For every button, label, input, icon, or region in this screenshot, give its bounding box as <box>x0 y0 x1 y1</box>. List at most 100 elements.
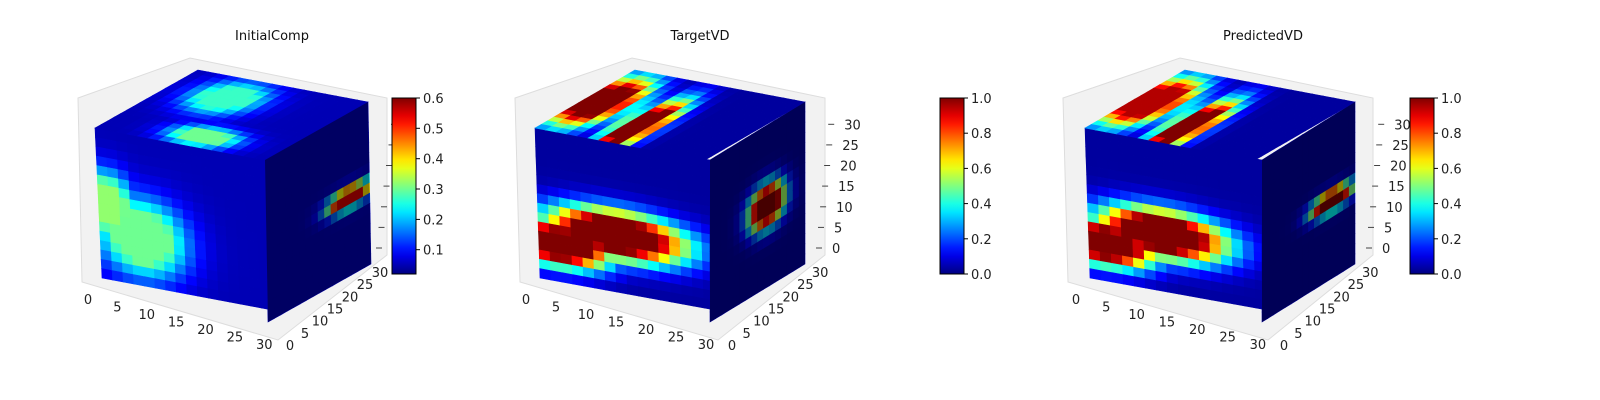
voxel-cell <box>550 270 563 283</box>
voxel-cell <box>196 286 209 299</box>
cube-face-front <box>534 127 716 311</box>
voxel-cell <box>175 282 188 295</box>
voxel-cell <box>1133 276 1146 289</box>
colorbar-tick-label: 1.0 <box>971 92 992 107</box>
x-tick-label: 25 <box>1219 331 1236 346</box>
voxel-cell <box>111 270 124 283</box>
voxel-cell <box>164 280 177 293</box>
voxel-cell <box>154 278 167 291</box>
cube-face-side <box>1261 101 1356 323</box>
voxel-cell <box>1243 154 1263 161</box>
y-tick-label: 20 <box>783 290 800 305</box>
z-tick-label: 0 <box>1382 242 1390 257</box>
x-tick-label: 25 <box>668 331 685 346</box>
voxel-cell <box>249 296 262 309</box>
voxel-cell <box>1144 278 1157 291</box>
voxel-cell <box>648 288 661 301</box>
z-tick-label: 20 <box>840 160 857 175</box>
face-shading <box>710 102 805 322</box>
voxel-cell <box>594 278 606 291</box>
y-tick-label: 10 <box>312 315 329 330</box>
x-tick-label: 25 <box>227 331 244 346</box>
panel-predictedvd: PredictedVD <box>1223 29 1303 44</box>
y-tick-label: 25 <box>1348 278 1365 293</box>
x-tick-label: 15 <box>608 316 625 331</box>
voxel-cell <box>1211 290 1224 303</box>
voxel-cell <box>572 274 585 287</box>
cube-face-front <box>1084 127 1268 311</box>
x-tick-label: 5 <box>552 301 560 316</box>
x-tick-label: 0 <box>84 293 92 308</box>
x-tick-label: 15 <box>168 316 185 331</box>
z-tick-label: 5 <box>834 221 842 236</box>
colorbar-tick-label: 0.1 <box>423 244 444 259</box>
x-tick-label: 20 <box>197 323 214 338</box>
voxel-cell <box>637 286 650 299</box>
y-tick-label: 30 <box>812 266 829 281</box>
panel-initialcomp: InitialComp <box>235 29 309 44</box>
x-tick-label: 30 <box>698 338 715 353</box>
voxel-cell <box>133 274 145 287</box>
colorbar-tick-label: 0.6 <box>1441 162 1462 177</box>
x-tick-label: 20 <box>1189 323 1206 338</box>
voxel-cell <box>1111 272 1124 285</box>
face-shading <box>1262 102 1355 322</box>
y-tick-label: 5 <box>1294 327 1302 342</box>
colorbar <box>939 97 965 275</box>
colorbar-tick-label: 0.4 <box>1441 198 1462 213</box>
voxel-cell <box>218 290 230 303</box>
voxel-cell <box>143 276 156 289</box>
z-tick-label: 15 <box>1388 180 1405 195</box>
panel-title: InitialComp <box>235 29 309 44</box>
voxel-cell <box>626 284 639 297</box>
colorbar-tick-label: 0.8 <box>1441 127 1462 142</box>
panel-predictedvd: 0 5 10 15 20 25 30 0510152025300510152025300.00… <box>1062 57 1462 354</box>
colorbar-tick-label: 1.0 <box>1441 92 1462 107</box>
voxel-cell <box>1166 282 1179 295</box>
voxel-cell <box>186 284 198 297</box>
colorbar-tick-label: 0.4 <box>971 198 992 213</box>
colorbar-tick-label: 0.2 <box>423 213 444 228</box>
voxel-cell <box>364 253 372 269</box>
y-tick-label: 15 <box>1319 302 1336 317</box>
voxel-cell <box>1233 294 1246 307</box>
voxel-cell <box>122 272 135 285</box>
colorbar-tick-label: 0.2 <box>971 233 992 248</box>
voxel-cell <box>583 276 596 289</box>
voxel-cell <box>561 272 574 285</box>
x-tick-label: 10 <box>1128 308 1145 323</box>
colorbar <box>391 97 417 275</box>
cube-face-top <box>1084 69 1356 161</box>
z-tick-label: 10 <box>1386 201 1403 216</box>
voxel-cell <box>604 280 617 293</box>
y-tick-label: 25 <box>797 278 814 293</box>
voxel-cell <box>539 268 552 281</box>
voxel-cell <box>1155 280 1168 293</box>
panel-initialcomp: 0 5 10 15 20 25 30 0510152025300.10.20.30.40.50… <box>77 57 444 354</box>
colorbar-tick-label: 0.0 <box>971 268 992 283</box>
panel-title: TargetVD <box>669 29 729 44</box>
x-tick-label: 30 <box>256 338 273 353</box>
cube-face-top <box>534 69 806 161</box>
colorbar-tick-label: 0.6 <box>423 92 444 107</box>
colorbar-tick-label: 0.8 <box>971 127 992 142</box>
panel-title: PredictedVD <box>1223 29 1303 44</box>
x-tick-label: 30 <box>1250 338 1267 353</box>
y-tick-label: 0 <box>1280 339 1288 354</box>
voxel-cell <box>1122 274 1135 287</box>
voxel-cell <box>1177 284 1190 297</box>
cube-face-side <box>264 101 372 323</box>
z-tick-label: 20 <box>1390 160 1407 175</box>
z-tick-label: 0 <box>832 242 840 257</box>
z-tick-label: 30 <box>1394 118 1411 133</box>
voxel-cell <box>1089 268 1102 281</box>
voxel-cell <box>1100 270 1113 283</box>
colorbar-tick-label: 0.6 <box>971 162 992 177</box>
y-tick-label: 30 <box>1362 266 1379 281</box>
y-tick-label: 20 <box>1333 290 1350 305</box>
z-tick-label: 10 <box>836 201 853 216</box>
x-tick-label: 5 <box>1102 301 1110 316</box>
x-tick-label: 10 <box>578 308 595 323</box>
z-tick-label: 15 <box>838 180 855 195</box>
